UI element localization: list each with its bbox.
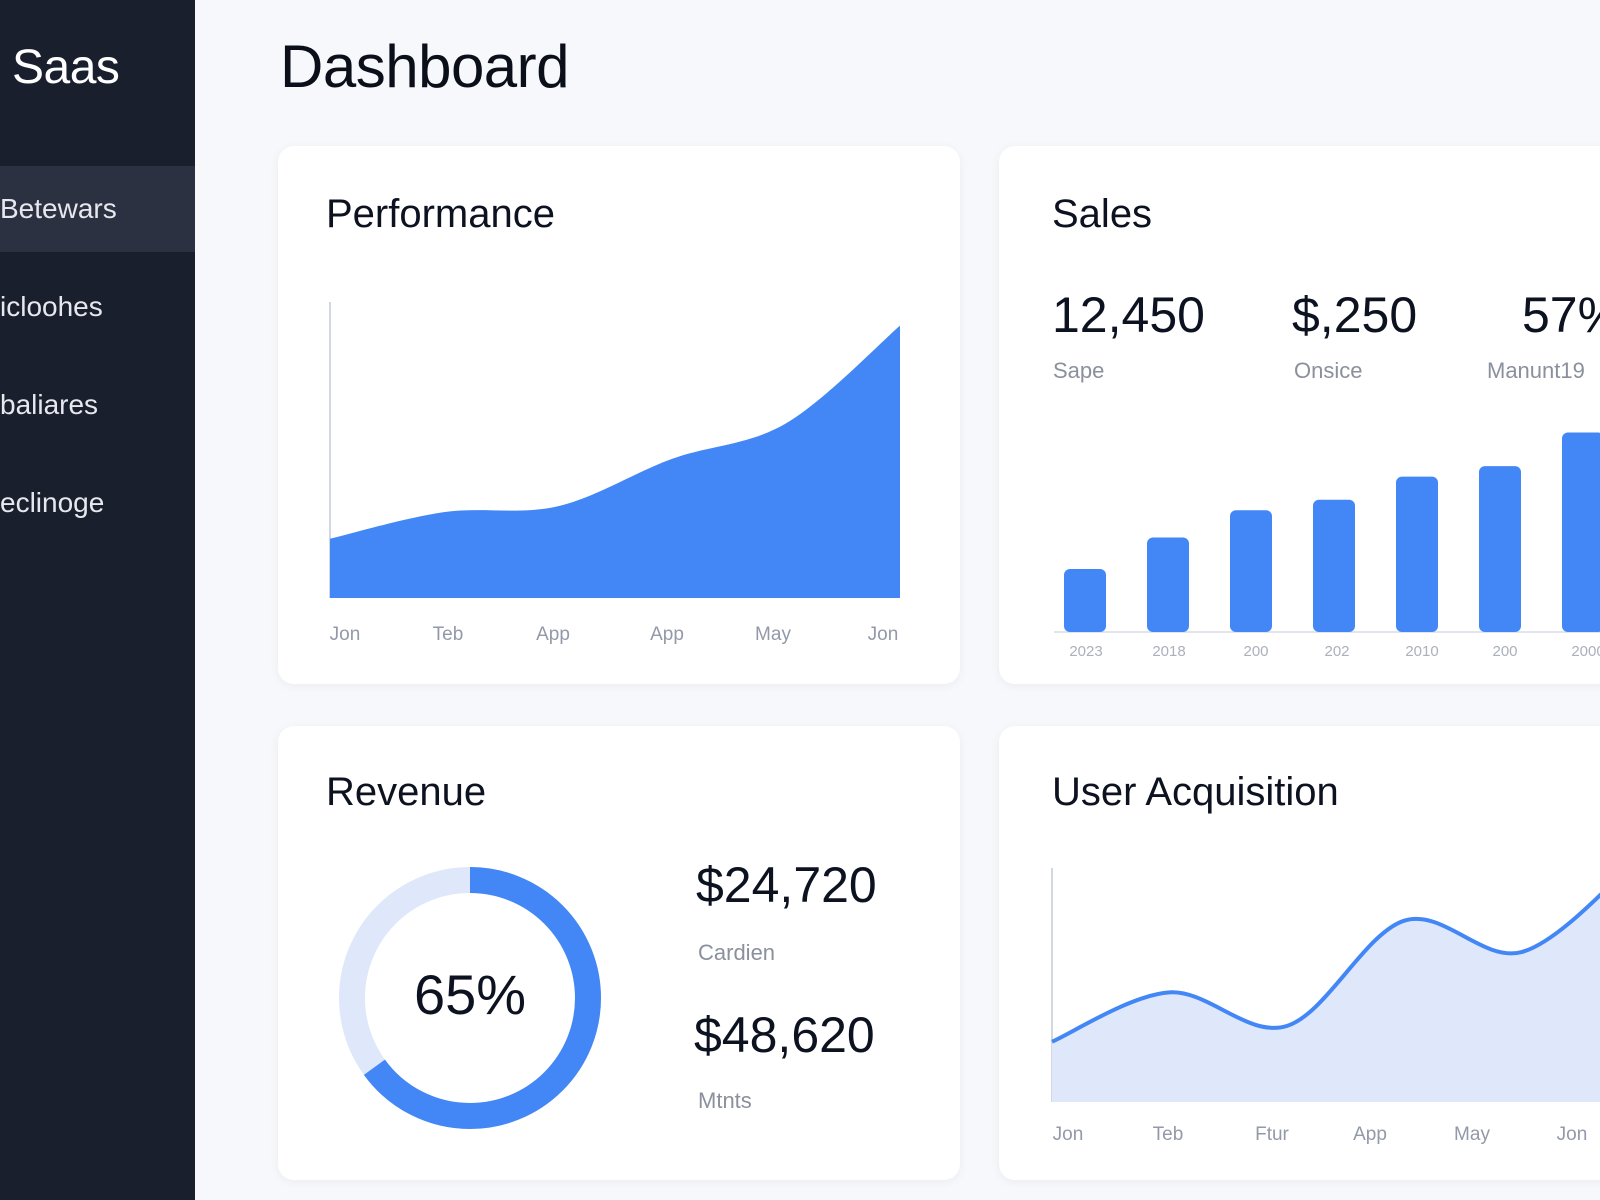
- card-title: User Acquisition: [1052, 770, 1339, 814]
- x-tick-label: 200: [1492, 643, 1518, 660]
- card-title: Revenue: [326, 770, 487, 814]
- stat-value: 12,450: [1052, 287, 1205, 343]
- donut-percent: 65%: [413, 963, 527, 1026]
- sidebar-item-icloohes[interactable]: icloohes: [0, 264, 195, 350]
- stat-value: $,250: [1292, 287, 1418, 343]
- x-tick-label: 2010: [1405, 643, 1439, 660]
- x-tick-label: 202: [1324, 643, 1350, 660]
- sidebar-item-label: Betewars: [0, 193, 117, 224]
- sales-bar: [1230, 510, 1272, 632]
- revenue-donut: [339, 867, 601, 1129]
- page-title: Dashboard: [280, 33, 570, 100]
- app-brand: Saas: [12, 41, 120, 94]
- stat-label: Sape: [1053, 358, 1105, 383]
- stat-label: Manunt19: [1487, 358, 1585, 383]
- x-tick-label: Jon: [1052, 1124, 1084, 1145]
- x-tick-label: 2023: [1069, 643, 1103, 660]
- sidebar-item-betewars[interactable]: Betewars: [0, 166, 195, 252]
- x-tick-label: Teb: [1152, 1124, 1184, 1145]
- sales-bar: [1147, 537, 1189, 632]
- x-tick-label: May: [755, 624, 791, 645]
- revenue-value: $24,720: [696, 857, 877, 913]
- sidebar-item-label: eclinoge: [0, 487, 105, 518]
- performance-area: [330, 325, 900, 598]
- stat-label: Onsice: [1294, 358, 1363, 383]
- sales-chart: [1054, 432, 1600, 633]
- sidebar-item-baliares[interactable]: baliares: [0, 362, 195, 448]
- x-tick-label: May: [1454, 1124, 1490, 1145]
- x-tick-label: 200: [1243, 643, 1269, 660]
- performance-chart: [329, 302, 900, 598]
- donut-arc: [339, 867, 601, 1129]
- revenue-label: Mtnts: [698, 1088, 752, 1113]
- sidebar: Saas Betewars icloohes baliares eclinoge: [0, 0, 195, 1200]
- x-tick-label: Ftur: [1255, 1124, 1289, 1145]
- sales-bar: [1064, 569, 1106, 632]
- sales-bar: [1479, 466, 1521, 632]
- x-tick-label: Jon: [329, 624, 361, 645]
- x-tick-label: 2018: [1152, 643, 1186, 660]
- revenue-label: Cardien: [698, 940, 776, 965]
- sidebar-item-label: baliares: [0, 389, 99, 420]
- acquisition-line: [1051, 892, 1600, 1044]
- stat-value: 57%: [1522, 287, 1600, 343]
- x-tick-label: App: [650, 624, 684, 645]
- revenue-card: Revenue 65% $24,720 Cardien $48,620 Mtnt…: [278, 726, 960, 1180]
- sales-bar: [1562, 432, 1600, 632]
- sidebar-item-label: icloohes: [0, 291, 103, 322]
- x-tick-label: App: [536, 624, 570, 645]
- sales-card: Sales 12,450 Sape $,250 Onsice 57% Manun…: [999, 146, 1600, 684]
- x-tick-label: Teb: [432, 624, 464, 645]
- x-tick-label: Jon: [1556, 1124, 1588, 1145]
- acquisition-area: [1052, 895, 1600, 1102]
- card-title: Performance: [326, 192, 555, 236]
- sales-bar: [1313, 499, 1355, 632]
- sidebar-item-eclinoge[interactable]: eclinoge: [0, 460, 195, 546]
- performance-card: Performance Jon Teb App App May Jon: [278, 146, 960, 684]
- user-acquisition-card: User Acquisition Jon Teb Ftur App May Jo…: [999, 726, 1600, 1180]
- acquisition-chart: [1051, 868, 1600, 1102]
- sales-bar: [1396, 476, 1438, 632]
- x-tick-label: 2000: [1571, 643, 1600, 660]
- x-tick-label: App: [1353, 1124, 1387, 1145]
- x-tick-label: Jon: [867, 624, 899, 645]
- card-title: Sales: [1052, 192, 1153, 236]
- revenue-value: $48,620: [694, 1007, 875, 1063]
